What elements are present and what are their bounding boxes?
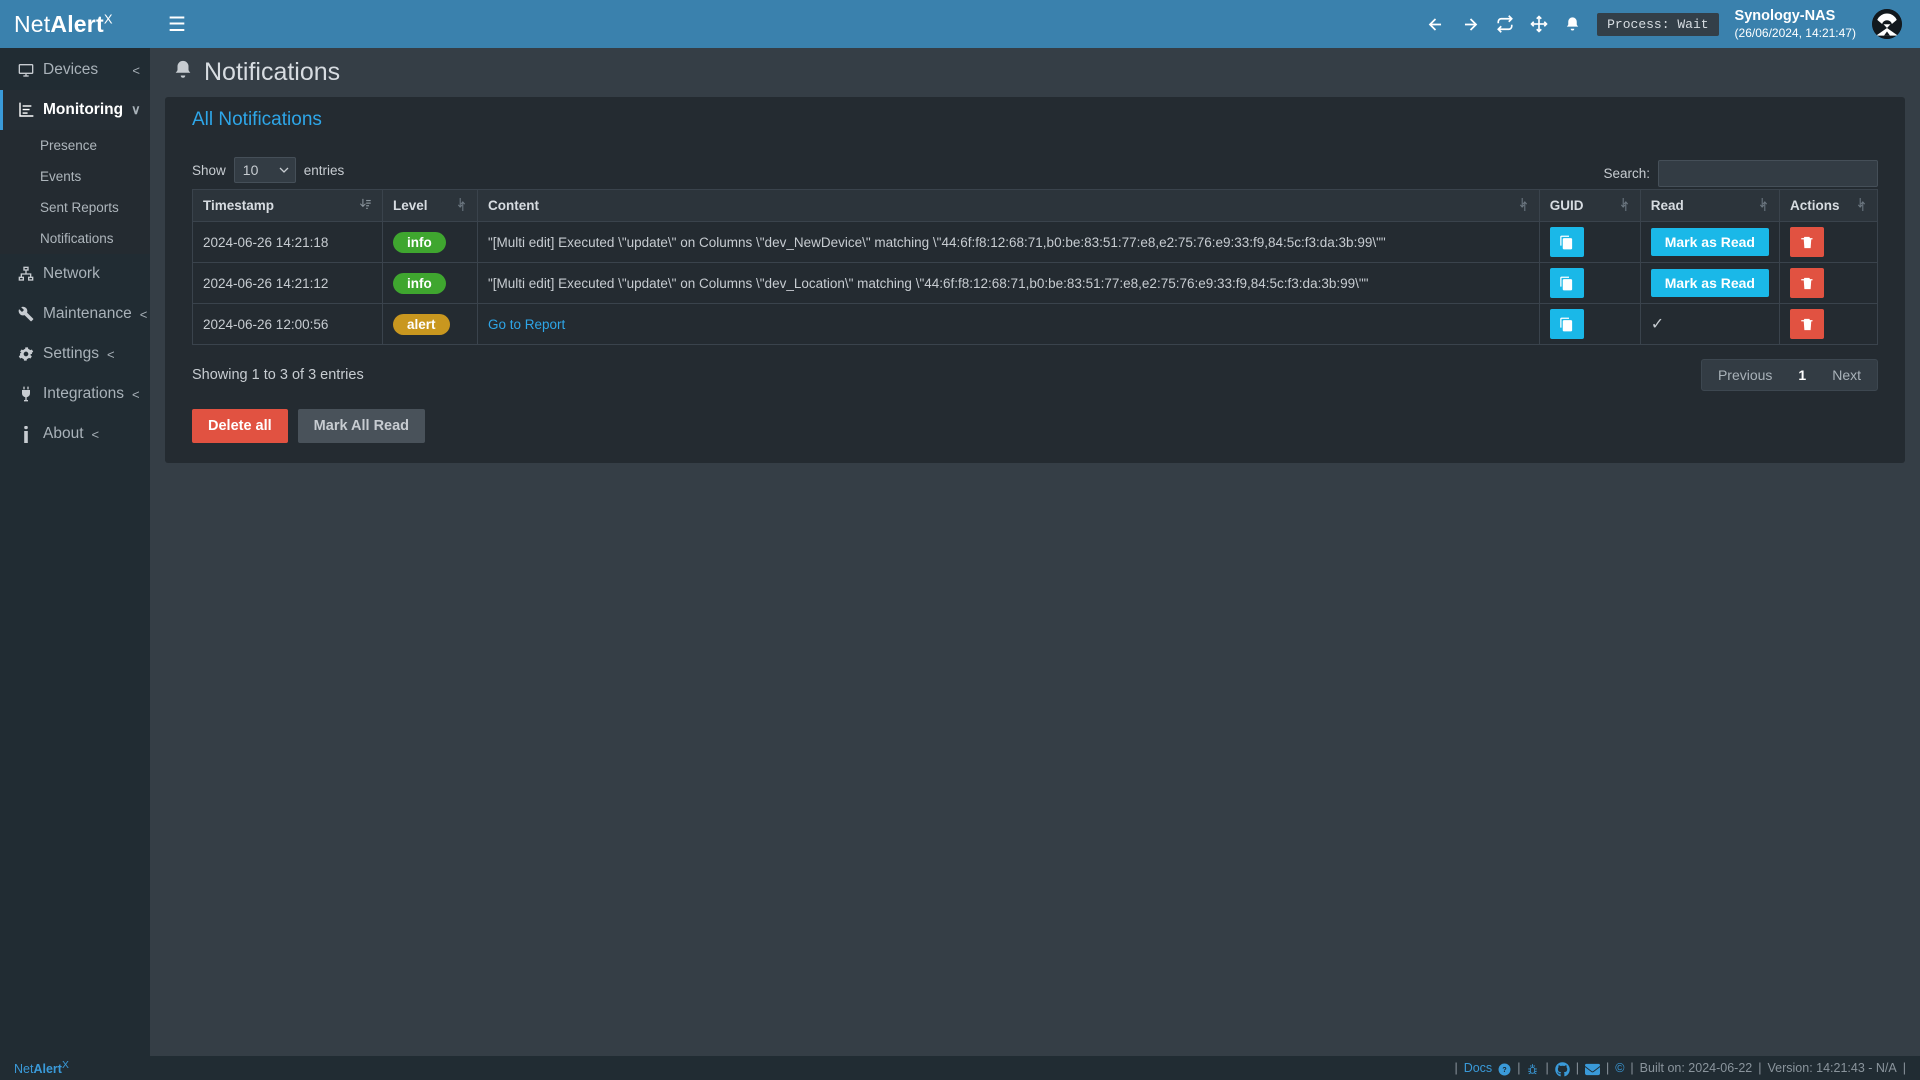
svg-text:?: ?: [1503, 1066, 1507, 1073]
